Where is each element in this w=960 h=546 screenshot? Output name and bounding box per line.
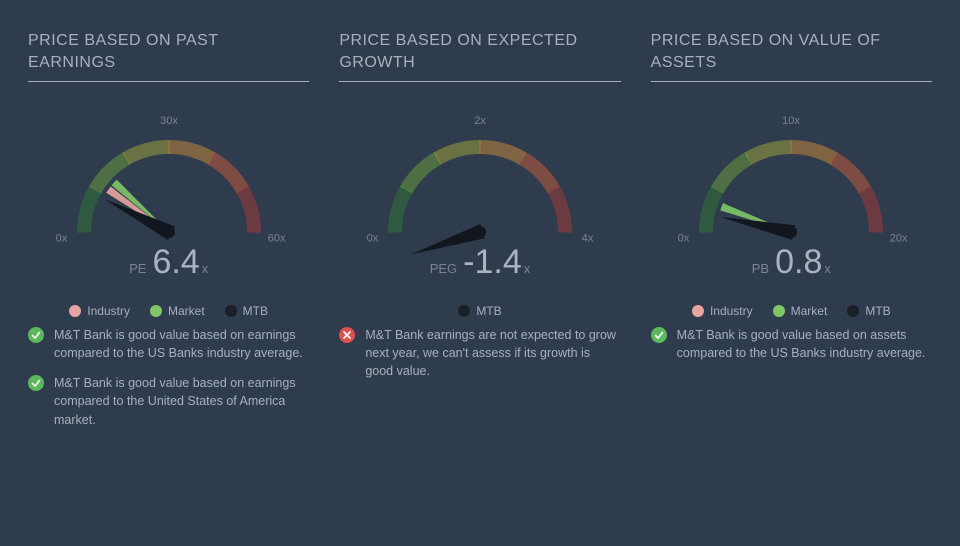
gauge-wrap: 0x10x20xPB0.8xIndustryMarketMTB <box>651 82 932 326</box>
statement: M&T Bank is good value based on earnings… <box>28 326 309 362</box>
panel-1: PRICE BASED ON EXPECTED GROWTH0x2x4xPEG-… <box>339 30 620 441</box>
legend-item-mtb: MTB <box>847 304 890 318</box>
legend-label: MTB <box>865 304 890 318</box>
metric-value: -1.4 <box>463 243 522 282</box>
legend-dot-icon <box>773 305 785 317</box>
metric-unit: x <box>524 261 531 276</box>
value-row: PEG -1.4x <box>339 243 620 282</box>
legend: Industry Market MTB <box>28 304 309 318</box>
panel-title: PRICE BASED ON PAST EARNINGS <box>28 30 309 82</box>
statement-text: M&T Bank earnings are not expected to gr… <box>365 326 620 380</box>
panel-title: PRICE BASED ON VALUE OF ASSETS <box>651 30 932 82</box>
statements: M&T Bank is good value based on assets c… <box>651 326 932 362</box>
legend-dot-icon <box>150 305 162 317</box>
gauge-wrap: 0x30x60xPE6.4xIndustryMarketMTB <box>28 82 309 326</box>
tick-label: 30x <box>160 115 178 127</box>
legend-label: Industry <box>710 304 753 318</box>
metric-value: 0.8 <box>775 243 822 282</box>
value-row: PB 0.8x <box>651 243 932 282</box>
value-row: PE 6.4x <box>28 243 309 282</box>
legend-label: MTB <box>243 304 268 318</box>
legend-dot-icon <box>847 305 859 317</box>
tick-label: 10x <box>782 115 800 127</box>
legend-item-mtb: MTB <box>458 304 501 318</box>
statements: M&T Bank earnings are not expected to gr… <box>339 326 620 380</box>
legend-dot-icon <box>458 305 470 317</box>
panel-0: PRICE BASED ON PAST EARNINGS0x30x60xPE6.… <box>28 30 309 441</box>
statement-text: M&T Bank is good value based on earnings… <box>54 374 309 428</box>
legend-dot-icon <box>692 305 704 317</box>
legend-label: MTB <box>476 304 501 318</box>
check-icon <box>28 375 44 391</box>
statement: M&T Bank is good value based on assets c… <box>651 326 932 362</box>
legend-item-industry: Industry <box>692 304 753 318</box>
panel-title: PRICE BASED ON EXPECTED GROWTH <box>339 30 620 82</box>
panel-2: PRICE BASED ON VALUE OF ASSETS0x10x20xPB… <box>651 30 932 441</box>
statement: M&T Bank earnings are not expected to gr… <box>339 326 620 380</box>
metric-name: PEG <box>430 261 457 276</box>
check-icon <box>651 327 667 343</box>
legend-item-industry: Industry <box>69 304 130 318</box>
statement-text: M&T Bank is good value based on assets c… <box>677 326 932 362</box>
gauge-wrap: 0x2x4xPEG-1.4xMTB <box>339 82 620 326</box>
legend-label: Industry <box>87 304 130 318</box>
legend-label: Market <box>791 304 828 318</box>
metric-name: PE <box>129 261 146 276</box>
panels-row: PRICE BASED ON PAST EARNINGS0x30x60xPE6.… <box>0 0 960 441</box>
metric-value: 6.4 <box>152 243 199 282</box>
check-icon <box>28 327 44 343</box>
statement-text: M&T Bank is good value based on earnings… <box>54 326 309 362</box>
tick-label: 2x <box>474 115 486 127</box>
statements: M&T Bank is good value based on earnings… <box>28 326 309 429</box>
legend-dot-icon <box>225 305 237 317</box>
legend: Industry Market MTB <box>651 304 932 318</box>
legend-item-mtb: MTB <box>225 304 268 318</box>
statement: M&T Bank is good value based on earnings… <box>28 374 309 428</box>
legend: MTB <box>339 304 620 318</box>
metric-name: PB <box>752 261 769 276</box>
metric-unit: x <box>824 261 831 276</box>
cross-icon <box>339 327 355 343</box>
legend-item-market: Market <box>773 304 828 318</box>
legend-label: Market <box>168 304 205 318</box>
legend-dot-icon <box>69 305 81 317</box>
metric-unit: x <box>202 261 209 276</box>
legend-item-market: Market <box>150 304 205 318</box>
